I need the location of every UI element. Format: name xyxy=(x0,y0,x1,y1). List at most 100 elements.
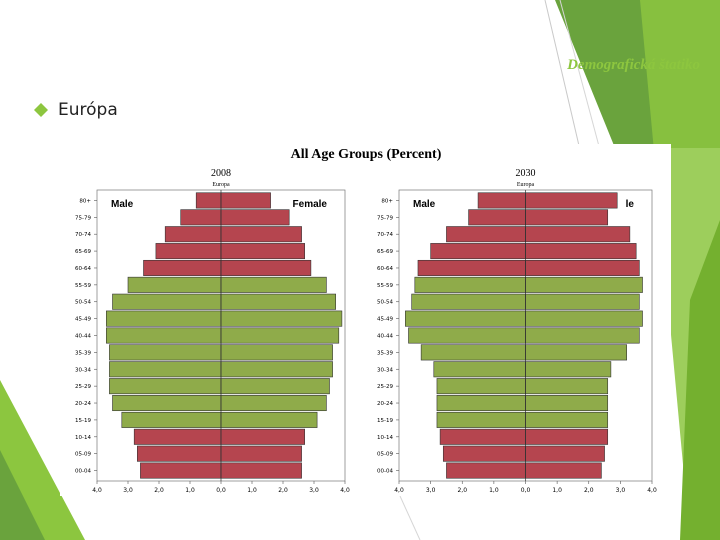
age-group-label: 50-54 xyxy=(377,300,393,306)
female-bar xyxy=(220,310,343,327)
age-group-label: 05-09 xyxy=(377,452,393,458)
female-bar xyxy=(220,192,271,209)
female-bar xyxy=(220,462,302,479)
male-bar xyxy=(477,192,526,209)
male-bar xyxy=(408,327,526,344)
female-bar xyxy=(220,411,318,428)
x-tick-label: 3,0 xyxy=(309,487,319,494)
male-bar xyxy=(439,428,526,445)
male-bar xyxy=(436,395,526,412)
female-bar xyxy=(525,462,602,479)
male-bar xyxy=(164,226,222,243)
female-bar xyxy=(525,395,609,412)
x-tick-label: 2,0 xyxy=(278,487,288,494)
female-bar xyxy=(220,378,330,395)
green-wedge-bottom-dark xyxy=(0,450,45,540)
male-bar xyxy=(436,378,526,395)
x-tick-label: 3,0 xyxy=(616,487,626,494)
male-bar xyxy=(436,411,526,428)
female-bar xyxy=(220,243,305,260)
x-tick-label: 3,0 xyxy=(426,487,436,494)
age-group-label: 55-59 xyxy=(75,283,91,289)
x-tick-label: 1,0 xyxy=(489,487,499,494)
female-bar xyxy=(525,310,643,327)
female-label: Female xyxy=(293,199,328,210)
male-bar xyxy=(109,361,222,378)
female-bar xyxy=(525,243,637,260)
female-bar xyxy=(220,276,327,293)
male-bar xyxy=(442,445,526,462)
x-tick-label: 4,0 xyxy=(92,487,102,494)
age-group-label: 45-49 xyxy=(75,317,91,323)
female-bar xyxy=(525,293,640,310)
x-tick-label: 0,0 xyxy=(216,487,226,494)
age-group-label: 80+ xyxy=(79,198,91,204)
pyramid-year-label: 2008 xyxy=(211,168,231,179)
male-bar xyxy=(127,276,222,293)
female-bar xyxy=(220,361,333,378)
male-bar xyxy=(430,243,526,260)
male-bar xyxy=(468,209,526,226)
decor-line xyxy=(544,0,581,151)
x-tick-label: 4,0 xyxy=(394,487,404,494)
pyramid-region-label: Europa xyxy=(517,182,535,188)
x-tick-label: 1,0 xyxy=(552,487,562,494)
male-label: Male xyxy=(413,199,436,210)
x-tick-label: 3,0 xyxy=(123,487,133,494)
decor-line xyxy=(399,495,421,540)
x-tick-label: 2,0 xyxy=(584,487,594,494)
male-bar xyxy=(155,243,222,260)
age-group-label: 70-74 xyxy=(75,232,91,238)
bullet-text: Európa xyxy=(58,100,118,120)
female-bar xyxy=(220,445,302,462)
male-bar xyxy=(109,344,222,361)
age-group-label: 35-39 xyxy=(377,350,393,356)
age-group-label: 35-39 xyxy=(75,350,91,356)
male-bar xyxy=(411,293,526,310)
female-bar xyxy=(525,445,605,462)
male-bar xyxy=(105,310,222,327)
male-bar xyxy=(414,276,526,293)
male-bar xyxy=(433,361,526,378)
x-tick-label: 1,0 xyxy=(185,487,195,494)
age-group-label: 45-49 xyxy=(377,317,393,323)
male-bar xyxy=(143,259,222,276)
age-group-label: 75-79 xyxy=(377,215,393,221)
age-group-label: 65-69 xyxy=(75,249,91,255)
female-bar xyxy=(525,361,612,378)
male-bar xyxy=(112,293,222,310)
age-group-label: 50-54 xyxy=(75,300,91,306)
female-bar xyxy=(525,192,618,209)
age-group-label: 10-14 xyxy=(377,435,393,441)
age-group-label: 15-19 xyxy=(75,418,91,424)
green-wedge-right-edge xyxy=(680,220,720,540)
x-tick-label: 1,0 xyxy=(247,487,257,494)
female-bar xyxy=(220,293,336,310)
male-label: Male xyxy=(111,199,134,210)
female-bar xyxy=(220,209,290,226)
age-group-label: 00-04 xyxy=(377,469,393,475)
male-bar xyxy=(446,462,526,479)
male-bar xyxy=(405,310,526,327)
female-bar xyxy=(220,226,302,243)
female-bar xyxy=(220,327,340,344)
age-group-label: 05-09 xyxy=(75,452,91,458)
age-group-label: 30-34 xyxy=(75,367,91,373)
female-bar xyxy=(220,344,333,361)
age-group-label: 30-34 xyxy=(377,367,393,373)
male-bar xyxy=(112,395,222,412)
population-pyramid-figure: All Age Groups (Percent) 2008 Europa 80+ 75-… xyxy=(60,144,671,496)
male-bar xyxy=(105,327,222,344)
age-group-label: 20-24 xyxy=(377,401,393,407)
male-bar xyxy=(137,445,222,462)
pyramid-region-label: Europa xyxy=(212,182,230,188)
male-bar xyxy=(121,411,222,428)
age-group-label: 20-24 xyxy=(75,401,91,407)
male-bar xyxy=(133,428,222,445)
slide-title: Demografická štatiko xyxy=(567,57,700,73)
male-bar xyxy=(180,209,222,226)
female-bar xyxy=(525,276,643,293)
male-bar xyxy=(109,378,222,395)
x-tick-label: 0,0 xyxy=(521,487,531,494)
x-tick-label: 2,0 xyxy=(154,487,164,494)
